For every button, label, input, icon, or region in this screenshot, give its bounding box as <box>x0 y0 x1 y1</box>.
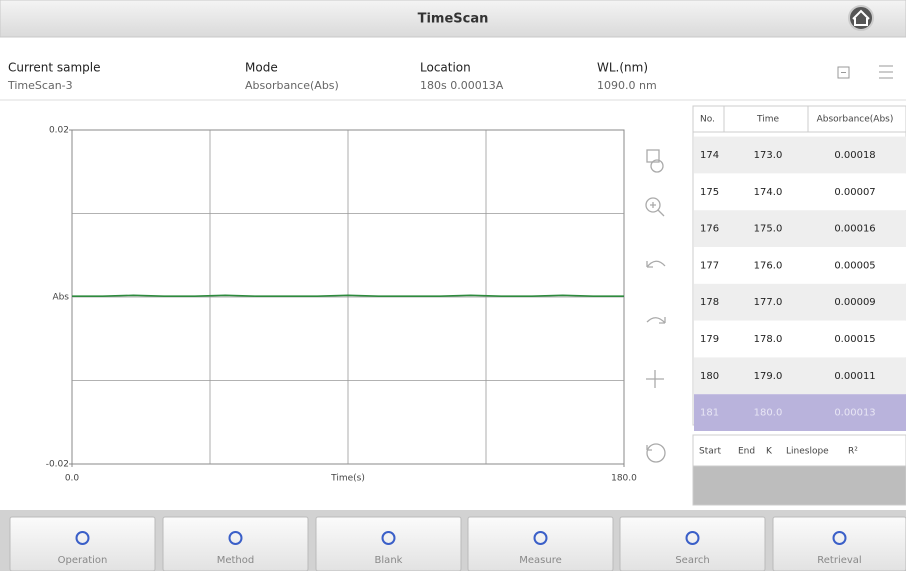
table-cell: 178.0 <box>754 334 783 345</box>
header-bar <box>0 0 906 38</box>
table-header: Absorbance(Abs) <box>817 115 894 125</box>
button-icon <box>685 531 700 545</box>
table-cell: 177.0 <box>754 297 783 308</box>
table-row[interactable] <box>694 283 906 321</box>
x-tick-label: 180.0 <box>611 474 637 484</box>
table-row[interactable] <box>694 394 906 431</box>
table-cell: 181 <box>700 408 719 419</box>
table-cell: 0.00007 <box>834 187 875 198</box>
button-label: Search <box>675 555 709 566</box>
button-label: Blank <box>375 555 403 566</box>
table-cell: 176 <box>700 224 719 235</box>
button-icon <box>533 531 548 545</box>
button-label: Method <box>217 555 255 566</box>
fit-header: R² <box>848 447 858 457</box>
table-row[interactable] <box>694 320 906 358</box>
table-row[interactable] <box>694 136 906 174</box>
info-value: 1090.0 nm <box>597 79 657 92</box>
chart-tools[interactable] <box>645 149 666 463</box>
button-icon <box>228 531 243 545</box>
table-cell: 179 <box>700 334 719 345</box>
y-axis-label: Abs <box>52 293 69 303</box>
table-row[interactable] <box>694 357 906 395</box>
table-cell: 0.00009 <box>834 297 875 308</box>
y-tick-label: 0.02 <box>49 126 69 136</box>
x-tick-label: 0.0 <box>65 474 80 484</box>
table-cell: 174.0 <box>754 187 783 198</box>
info-value: TimeScan-3 <box>7 79 73 92</box>
table-cell: 176.0 <box>754 260 783 271</box>
table-cell: 178 <box>700 297 719 308</box>
button-icon <box>832 531 847 545</box>
button-label: Measure <box>519 555 562 566</box>
table-cell: 0.00005 <box>834 260 875 271</box>
table-cell: 175.0 <box>754 224 783 235</box>
table-header: Time <box>756 115 779 125</box>
table-cell: 0.00015 <box>834 334 875 345</box>
button-icon <box>75 531 90 545</box>
table-row[interactable] <box>694 173 906 211</box>
table-cell: 175 <box>700 187 719 198</box>
table-row[interactable] <box>694 210 906 247</box>
info-value: 180s 0.00013A <box>420 79 504 92</box>
table-cell: 180 <box>700 371 719 382</box>
fit-header: End <box>738 447 755 457</box>
info-value: Absorbance(Abs) <box>245 79 339 92</box>
button-label: Operation <box>58 555 108 566</box>
fit-header: K <box>766 447 773 457</box>
table-header: No. <box>700 115 715 125</box>
home-button[interactable] <box>848 5 874 31</box>
table-cell: 180.0 <box>754 408 783 419</box>
x-axis-label: Time(s) <box>330 474 365 484</box>
table-row[interactable] <box>694 247 906 284</box>
info-label: Mode <box>245 61 278 75</box>
table-cell: 174 <box>700 150 719 161</box>
table-cell: 0.00013 <box>834 408 875 419</box>
button-label: Retrieval <box>817 555 861 566</box>
table-cell: 177 <box>700 260 719 271</box>
fit-header: Start <box>699 447 721 457</box>
table-cell: 0.00011 <box>834 371 875 382</box>
info-label: Current sample <box>8 61 101 75</box>
button-icon <box>381 531 396 545</box>
info-label: Location <box>420 61 471 75</box>
fit-header: Lineslope <box>786 447 829 457</box>
table-cell: 179.0 <box>754 371 783 382</box>
table-cell: 173.0 <box>754 150 783 161</box>
fit-table-header <box>692 434 906 467</box>
info-label: WL.(nm) <box>597 61 648 75</box>
view-icons[interactable] <box>837 65 893 79</box>
table-cell: 0.00016 <box>834 224 875 235</box>
data-line <box>72 294 624 297</box>
y-tick-label: -0.02 <box>46 460 69 470</box>
title: TimeScan <box>418 12 489 27</box>
table-cell: 0.00018 <box>834 150 875 161</box>
